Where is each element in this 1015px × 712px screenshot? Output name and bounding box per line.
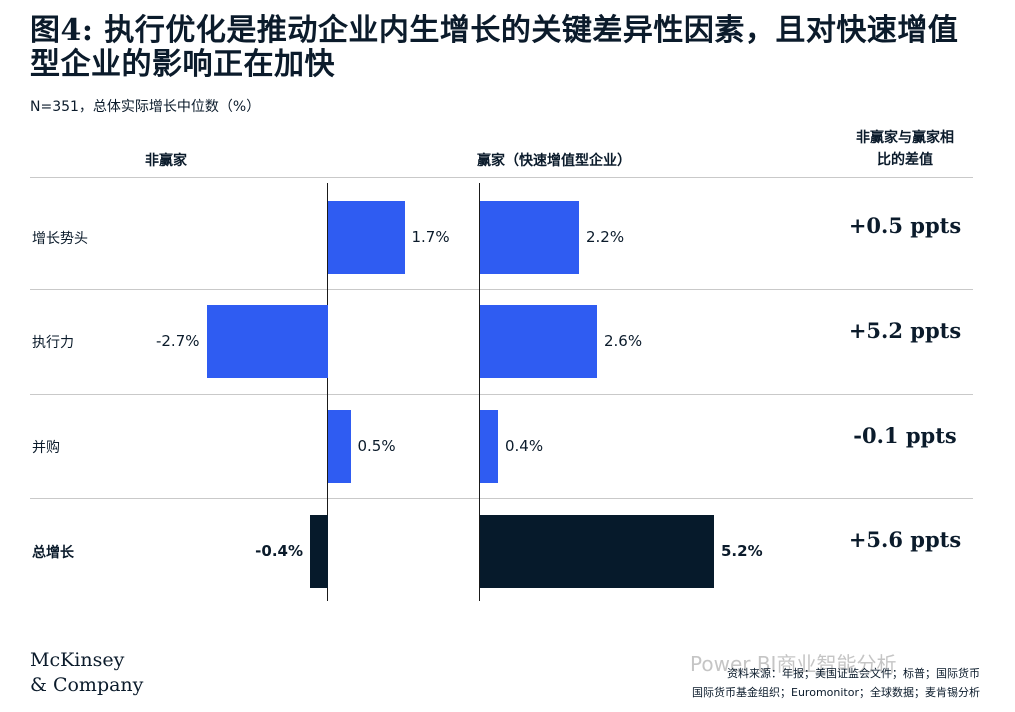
- row-label: 增长势头: [32, 230, 88, 247]
- source-line1: 资料来源：年报；美国证监会文件；标普；国际货币: [727, 667, 980, 680]
- bar-non-winner: [328, 410, 351, 483]
- data-label: 0.4%: [505, 436, 544, 455]
- row-label: 总增长: [32, 544, 74, 561]
- row-label: 并购: [32, 439, 60, 456]
- data-label: 0.5%: [357, 436, 396, 455]
- bar-winner: [480, 201, 579, 274]
- data-label: 5.2%: [721, 541, 763, 560]
- data-label: 1.7%: [411, 227, 450, 246]
- logo-line1: McKinsey: [30, 649, 125, 671]
- chart-subtitle: N=351，总体实际增长中位数（%）: [30, 99, 261, 115]
- source-note: 资料来源：年报；美国证监会文件；标普；国际货币 国际货币基金组织；Euromon…: [580, 664, 980, 702]
- watermark: Power BI商业智能分析: [690, 652, 897, 676]
- data-label: 2.6%: [604, 331, 643, 350]
- data-label: -2.7%: [155, 331, 200, 350]
- difference-value: +5.2 ppts: [848, 318, 962, 343]
- bar-non-winner: [310, 515, 328, 588]
- bar-non-winner: [328, 201, 405, 274]
- difference-value: -0.1 ppts: [853, 423, 957, 448]
- source-line2: 国际货币基金组织；Euromonitor；全球数据；麦肯锡分析: [692, 686, 980, 699]
- mckinsey-logo: McKinsey & Company: [30, 648, 143, 698]
- difference-header-line1: 非赢家与赢家相: [856, 130, 954, 146]
- difference-header-line2: 比的差值: [877, 152, 933, 168]
- left-zero-axis: [327, 183, 328, 601]
- right-column-header: 赢家（快速增值型企业）: [477, 153, 631, 169]
- row-separator: [30, 394, 973, 395]
- logo-line2: & Company: [30, 674, 144, 696]
- row-label: 执行力: [32, 334, 74, 351]
- difference-value: +5.6 ppts: [848, 527, 962, 552]
- row-separator: [30, 177, 973, 178]
- right-zero-axis: [479, 183, 480, 601]
- bar-winner: [480, 305, 597, 378]
- data-label: -0.4%: [255, 541, 303, 560]
- difference-column-header: 非赢家与赢家相 比的差值: [830, 127, 980, 171]
- left-column-header: 非赢家: [145, 153, 187, 169]
- page-title: 图4: 执行优化是推动企业内生增长的关键差异性因素，且对快速增值型企业的影响正在…: [30, 13, 959, 82]
- data-label: 2.2%: [586, 227, 625, 246]
- row-separator: [30, 289, 973, 290]
- difference-value: +0.5 ppts: [848, 213, 962, 238]
- bar-winner: [480, 515, 714, 588]
- bar-winner: [480, 410, 498, 483]
- row-separator: [30, 498, 973, 499]
- bar-non-winner: [206, 305, 328, 378]
